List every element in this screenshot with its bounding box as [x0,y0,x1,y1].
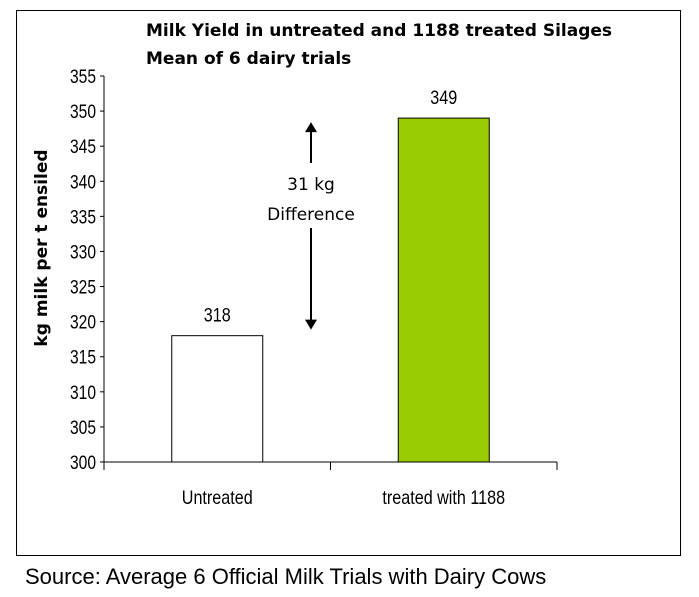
chart-frame [16,10,681,556]
annotation-line1: 31 kg [287,175,335,195]
data-label: 318 [204,304,231,326]
y-tick-label: 335 [70,206,96,228]
data-label: 349 [430,87,457,109]
y-tick-label: 330 [70,241,96,263]
arrow-down-head-icon [305,319,317,330]
y-tick-label: 310 [70,381,96,403]
y-tick-label: 320 [70,311,96,333]
arrow-up-head-icon [305,122,317,133]
y-tick-label: 350 [70,101,96,123]
y-axis-label: kg milk per t ensiled [32,149,52,346]
y-tick-label: 345 [70,136,96,158]
bar-treated [397,117,490,463]
y-tick-label: 340 [70,171,96,193]
y-tick-label: 305 [70,416,96,438]
y-tick-label: 325 [70,276,96,298]
annotation-line2: Difference [267,205,355,225]
source-note: Source: Average 6 Official Milk Trials w… [25,564,547,589]
chart-subtitle: Mean of 6 dairy trials [146,49,351,69]
bar-untreated [171,335,264,463]
y-tick-label: 300 [70,452,96,474]
y-tick-label: 315 [70,346,96,368]
y-tick-label: 355 [70,66,96,88]
x-tick-label: Untreated [182,487,253,509]
x-tick-label: treated with 1188 [382,487,505,509]
chart-title: Milk Yield in untreated and 1188 treated… [146,21,612,41]
